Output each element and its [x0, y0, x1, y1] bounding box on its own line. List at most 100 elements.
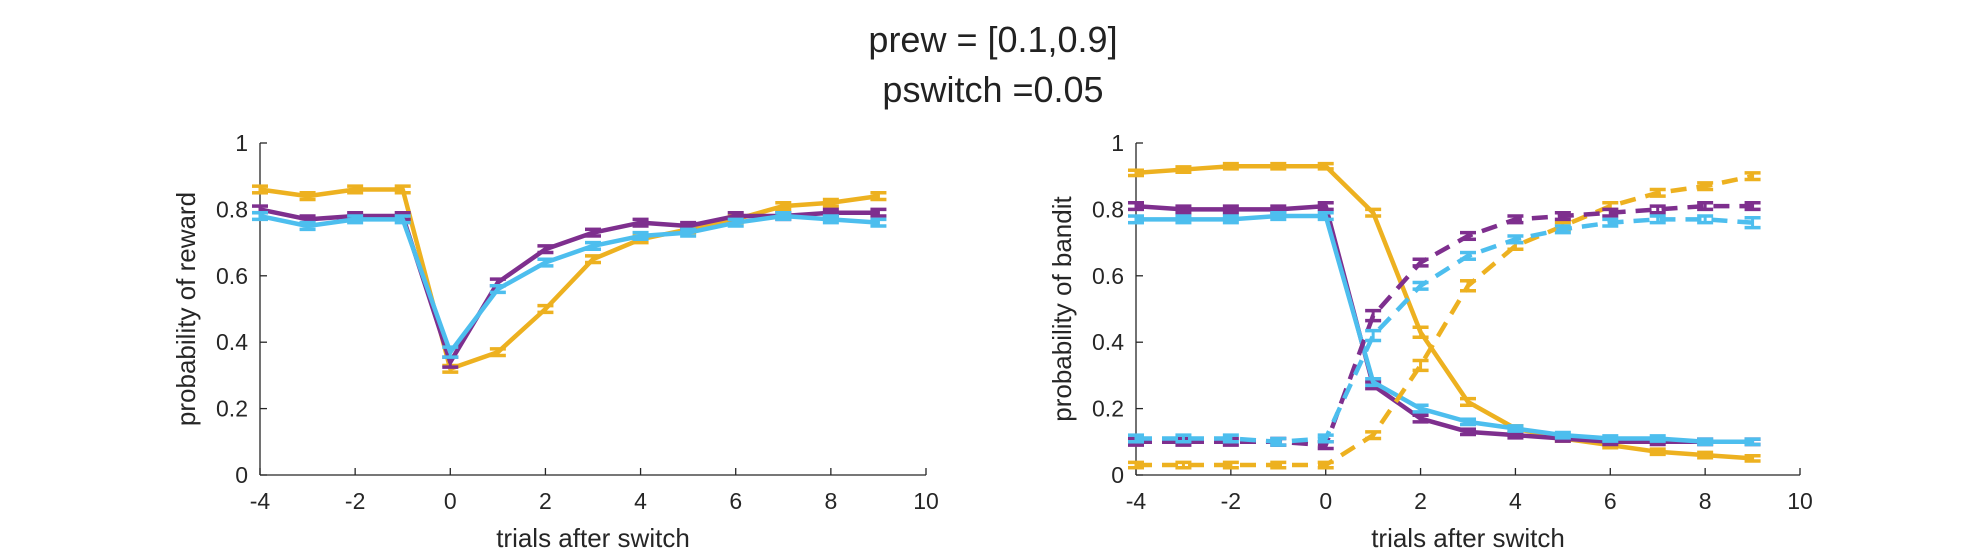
reward-series-1-point	[585, 227, 601, 238]
bandit-series-5-point	[1744, 215, 1761, 230]
reward-series-2-point	[489, 284, 506, 295]
reward-y-tick-label: 0	[235, 462, 248, 488]
bandit-series-5-point	[1460, 250, 1476, 261]
reward-series-2-point	[442, 345, 459, 359]
bandit-series-4-point	[1554, 210, 1571, 222]
bandit-y-tick-label: 1	[1111, 130, 1124, 156]
reward-series-2-point	[727, 217, 744, 228]
bandit-series-0-point	[1460, 396, 1476, 408]
bandit-y-axis-label: probability of bandit	[1047, 195, 1077, 421]
reward-y-tick-label: 0.6	[216, 263, 248, 289]
bandit-y-tick-label: 0.2	[1092, 396, 1124, 422]
bandit-series-4-line	[1136, 203, 1753, 448]
bandit-series-5-point	[1317, 433, 1334, 444]
reward-series-0-point	[394, 184, 411, 195]
bandit-series-0-point	[1128, 168, 1144, 178]
bandit-series-4-point	[1365, 308, 1382, 323]
reward-series-2-point	[775, 210, 792, 222]
bandit-series-2-point	[1222, 214, 1239, 225]
bandit-series-3-point	[1222, 460, 1239, 470]
reward-series-2-point	[822, 214, 839, 225]
bandit-series-5-point	[1412, 280, 1429, 291]
bandit-y-tick-label: 0.8	[1092, 196, 1124, 222]
bandit-x-axis-label: trials after switch	[1371, 523, 1565, 553]
reward-series-2-point	[394, 214, 411, 225]
reward-series-1-point	[870, 207, 887, 218]
bandit-series-1-point	[1222, 204, 1239, 215]
reward-y-tick-label: 1	[235, 130, 248, 156]
bandit-y-tick-label: 0.6	[1092, 263, 1124, 289]
bandit-series-5-point	[1270, 436, 1287, 447]
reward-panel: -4 -2 0 2 4 6 8 10 0 0.2 0.4 0.6 0.8 1 trials after sw…	[171, 130, 939, 553]
bandit-series-0-point	[1744, 453, 1761, 463]
bandit-series-5-point	[1649, 214, 1666, 225]
bandit-series-0-point	[1649, 447, 1666, 457]
bandit-series-2-line	[1136, 213, 1753, 445]
bandit-series-4-point	[1649, 204, 1666, 215]
bandit-series-1-point	[1175, 204, 1192, 215]
bandit-series-2-point	[1554, 430, 1571, 440]
bandit-series-2-point	[1744, 437, 1761, 447]
bandit-series-4-point	[1460, 230, 1476, 242]
bandit-series-3-point	[1460, 279, 1476, 293]
reward-x-axis-label: trials after switch	[496, 523, 690, 553]
bandit-series-1-point	[1128, 201, 1144, 212]
bandit-series-3-point	[1649, 187, 1666, 198]
bandit-series-1-point	[1460, 427, 1476, 437]
reward-series-0-point	[775, 201, 792, 212]
bandit-series-2-point	[1317, 210, 1334, 222]
reward-series-0-point	[537, 303, 554, 315]
reward-series-2-point	[680, 227, 697, 238]
reward-x-tick-label: 8	[824, 488, 837, 514]
reward-series-0-point	[489, 347, 506, 358]
reward-y-axis-label: probability of reward	[171, 192, 201, 426]
bandit-series-2-point	[1175, 214, 1192, 225]
reward-series-2-point	[537, 257, 554, 268]
bandit-series-3-point	[1697, 181, 1714, 192]
bandit-y-tick-label: 0	[1111, 462, 1124, 488]
bandit-x-tick-label: -4	[1126, 488, 1147, 514]
bandit-series-5-point	[1602, 217, 1619, 228]
bandit-series-3-point	[1128, 460, 1144, 470]
figure-title-line-2: pswitch =0.05	[882, 69, 1103, 110]
bandit-panel: -4 -2 0 2 4 6 8 10 0 0.2 0.4 0.6 0.8 1 trials after sw…	[1047, 130, 1813, 553]
reward-series-2-point	[870, 217, 887, 228]
bandit-x-tick-label: 4	[1509, 488, 1522, 514]
bandit-series-3-point	[1412, 358, 1429, 373]
reward-series-0-point	[299, 191, 316, 202]
bandit-series-3-point	[1744, 171, 1761, 182]
bandit-series-2-point	[1412, 403, 1429, 414]
bandit-series-3-point	[1317, 460, 1334, 470]
bandit-x-tick-label: 6	[1604, 488, 1617, 514]
bandit-x-tick-label: 10	[1787, 488, 1813, 514]
bandit-series-0-point	[1270, 161, 1287, 171]
bandit-series-2-point	[1649, 434, 1666, 443]
bandit-series-2-point	[1128, 214, 1144, 225]
reward-x-tick-label: 0	[444, 488, 457, 514]
bandit-series-3-point	[1175, 460, 1192, 470]
bandit-series-4-point	[1412, 257, 1429, 268]
bandit-series-5-point	[1222, 433, 1239, 444]
bandit-x-tick-label: 0	[1319, 488, 1332, 514]
reward-x-tick-label: 4	[634, 488, 647, 514]
bandit-series-2-point	[1270, 210, 1287, 222]
reward-series-2-point	[632, 230, 649, 242]
reward-x-tick-label: -2	[345, 488, 365, 514]
reward-series-2-line	[259, 213, 879, 355]
reward-x-tick-label: 2	[539, 488, 552, 514]
reward-x-tick-label: -4	[250, 488, 271, 514]
bandit-series-2-point	[1697, 437, 1714, 447]
bandit-series-5-point	[1554, 224, 1571, 235]
bandit-series-5-point	[1697, 214, 1714, 225]
reward-series-2-point	[252, 210, 268, 222]
reward-series-0-point	[252, 184, 268, 195]
bandit-series-1-point	[1317, 201, 1334, 212]
bandit-series-2-point	[1460, 417, 1476, 427]
figure-title-line-1: prew = [0.1,0.9]	[868, 19, 1117, 60]
reward-x-tick-label: 6	[729, 488, 742, 514]
reward-y-tick-label: 0.4	[216, 329, 248, 355]
bandit-series-5-point	[1128, 433, 1144, 444]
reward-x-tick-label: 10	[913, 488, 939, 514]
